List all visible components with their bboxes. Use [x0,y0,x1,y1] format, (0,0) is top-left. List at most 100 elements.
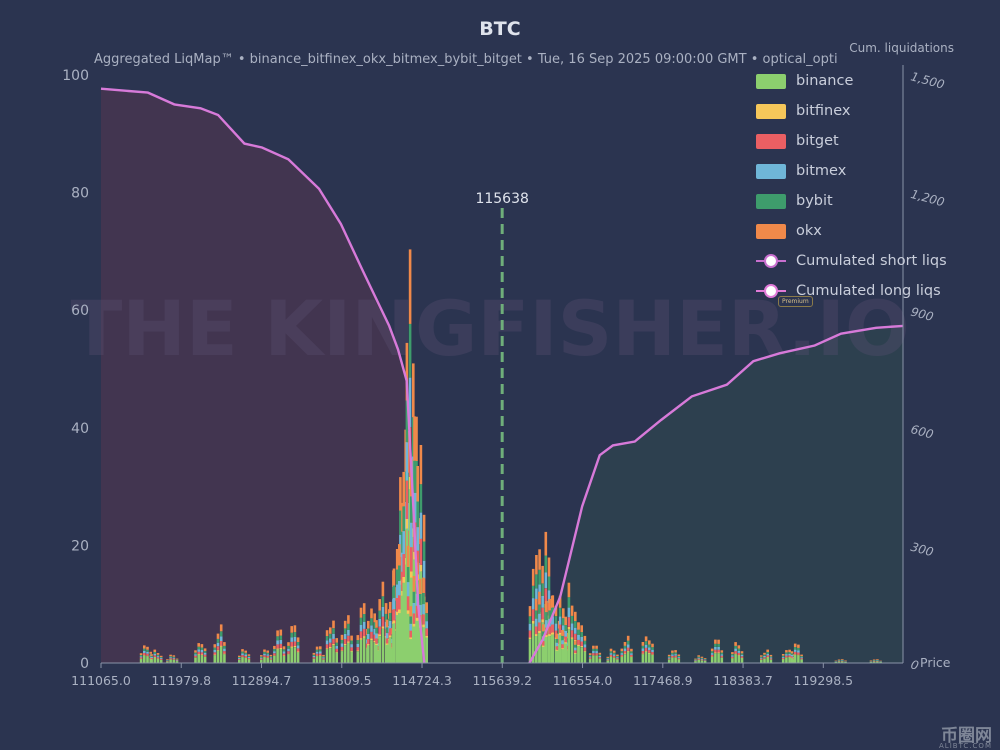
histogram-bar-bitget [612,655,616,658]
histogram-bar-okx [223,642,226,646]
histogram-bar-binance [790,658,794,663]
histogram-bar-okx [402,471,405,507]
histogram-bar-binance [797,655,800,663]
histogram-bar-bybit [763,654,766,656]
histogram-bar-bitmex [800,657,803,659]
histogram-bar-bybit [362,614,366,622]
histogram-bar-binance [837,661,841,663]
histogram-bar-bybit [528,616,532,624]
histogram-bar-okx [350,635,353,641]
histogram-bar-binance [381,628,385,663]
histogram-bar-bybit [340,639,344,644]
histogram-bar-bybit [630,651,633,654]
histogram-bar-binance [238,659,241,663]
histogram-bar-binance [545,636,548,663]
legend-label-bitmex: bitmex [796,163,847,179]
histogram-bar-bitget [343,638,347,644]
histogram-bar-bitget [790,656,794,658]
histogram-bar-bitmex [376,642,380,647]
histogram-bar-bitget [166,660,169,662]
histogram-bar-bitfinex [340,650,344,652]
histogram-bar-bitmex [325,640,329,645]
histogram-bar-okx [405,342,409,401]
histogram-bar-okx [620,648,624,652]
histogram-bar-okx [797,644,800,648]
histogram-bar-binance [558,634,562,663]
histogram-bar-bybit [370,618,373,626]
histogram-bar-okx [737,645,741,649]
histogram-bar-bybit [714,643,717,647]
histogram-bar-bitfinex [595,655,598,656]
histogram-bar-bybit [731,654,734,656]
histogram-bar-binance [570,638,574,663]
histogram-bar-bitmex [740,654,744,657]
histogram-bar-binance [260,659,263,663]
histogram-bar-okx [194,650,197,653]
histogram-bar-okx [156,653,160,655]
histogram-bar-bybit [287,646,290,649]
legend-item-okx[interactable]: okx [756,216,947,246]
histogram-bar-bitfinex [273,655,276,656]
histogram-bar-bitmex [562,625,565,632]
x-tick-label: 112894.7 [232,673,292,688]
histogram-bar-binance [159,660,163,663]
histogram-bar-bybit [595,648,598,651]
histogram-bar-bybit [282,649,286,652]
legend-item-bitfinex[interactable]: bitfinex [756,96,947,126]
histogram-bar-bitmex [408,377,412,428]
histogram-bar-bybit [541,583,544,596]
histogram-bar-binance [630,657,633,663]
histogram-bar-bitmex [793,649,797,652]
histogram-bar-binance [241,657,244,663]
histogram-bar-bitmex [734,648,737,652]
histogram-bar-bitmex [172,657,176,659]
histogram-bar-okx [406,545,410,567]
legend-item-bitget[interactable]: bitget [756,126,947,156]
legend-item-cumulated-long[interactable]: Cumulated long liqs [756,276,947,306]
histogram-bar-bybit [146,649,149,652]
histogram-bar-bitmex [322,657,325,659]
histogram-bar-bitfinex [350,650,353,652]
histogram-bar-binance [419,627,422,663]
legend-item-binance[interactable]: binance [756,66,947,96]
legend-label-bitget: bitget [796,133,839,149]
histogram-bar-bitmex [797,650,800,653]
histogram-bar-bitget [700,659,704,661]
chart-title: BTC [479,18,521,40]
histogram-bar-bitget [538,622,541,631]
histogram-bar-bitget [315,653,319,656]
histogram-bar-bybit [241,651,244,654]
histogram-bar-bitmex [356,643,360,648]
histogram-bar-okx [315,646,319,650]
legend-item-bybit[interactable]: bybit [756,186,947,216]
histogram-bar-bitfinex [641,653,645,655]
histogram-bar-bitmex [359,624,363,632]
histogram-bar-binance [343,645,347,663]
histogram-bar-okx [422,514,426,542]
histogram-bar-bitmex [410,522,413,548]
histogram-bar-bitget [626,647,630,651]
legend-item-cumulated-short[interactable]: Cumulated short liqs [756,246,947,276]
histogram-bar-bybit [671,652,674,655]
histogram-bar-okx [247,654,251,656]
histogram-bar-bitfinex [392,620,396,624]
histogram-bar-binance [734,654,737,663]
histogram-bar-bitmex [677,657,681,659]
histogram-bar-bitget [402,554,405,577]
histogram-bar-okx [362,603,366,614]
histogram-bar-bitfinex [197,654,200,655]
legend-item-bitmex[interactable]: bitmex [756,156,947,186]
histogram-bar-bitmex [392,597,396,610]
histogram-bar-binance [266,657,269,663]
histogram-bar-bybit [580,632,583,637]
histogram-bar-binance [531,623,535,663]
histogram-bar-bitmex [674,654,677,656]
histogram-bar-bybit [793,647,797,650]
histogram-bar-bybit [422,541,426,561]
histogram-bar-bitmex [592,651,595,654]
histogram-bar-okx [574,611,577,621]
histogram-bar-bitget [720,655,724,658]
histogram-bar-bitget [362,628,366,637]
histogram-bar-okx [547,557,551,577]
histogram-bar-bitget [219,641,223,646]
